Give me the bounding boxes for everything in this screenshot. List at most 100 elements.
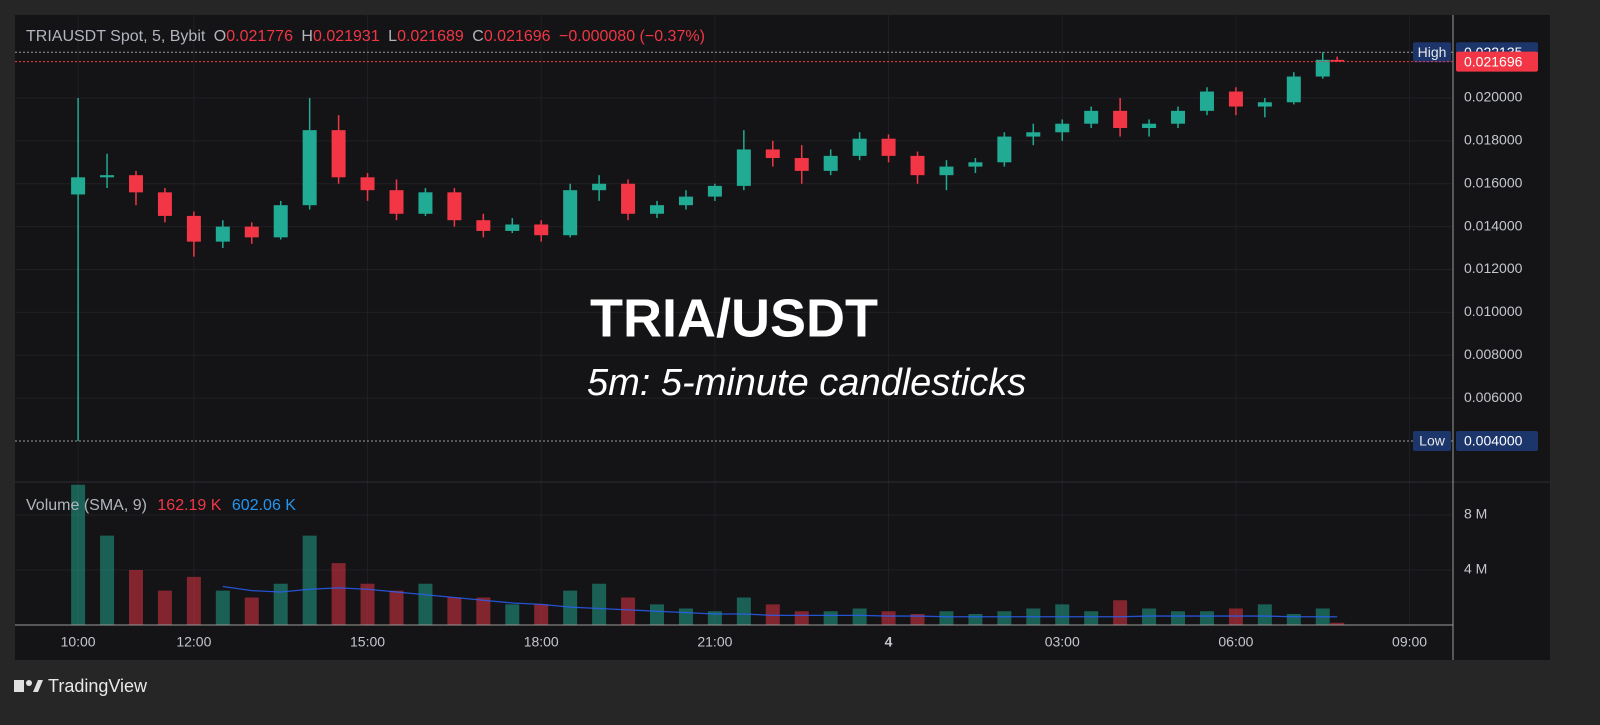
y-tick-label: 0.016000 xyxy=(1464,174,1523,190)
price-label: 0.021696 xyxy=(1464,53,1523,69)
y-tick-label: 0.020000 xyxy=(1464,89,1523,105)
volume-name: Volume (SMA, 9) xyxy=(26,497,147,514)
candle-body xyxy=(418,192,433,214)
candle-body xyxy=(592,183,607,191)
candle-body xyxy=(302,130,317,206)
x-tick-label: 21:00 xyxy=(697,634,732,650)
candle-body xyxy=(1171,110,1186,124)
volume-bar xyxy=(707,611,722,625)
volume-bar xyxy=(1171,611,1186,625)
symbol-legend: TRIAUSDT Spot, 5, Bybit O0.021776 H0.021… xyxy=(26,28,705,45)
marker-name: High xyxy=(1418,44,1447,60)
brand[interactable]: TradingView xyxy=(48,676,148,696)
volume-bar xyxy=(244,597,259,625)
close-value: 0.021696 xyxy=(484,28,551,45)
candle-body xyxy=(273,205,288,238)
symbol: TRIAUSDT Spot, 5, Bybit xyxy=(26,28,206,45)
volume-bar xyxy=(1142,608,1157,625)
volume-bar xyxy=(852,608,867,625)
volume-bar xyxy=(910,614,925,625)
candle-body xyxy=(1330,59,1345,62)
candle-body xyxy=(1257,102,1272,107)
candle-body xyxy=(736,149,751,186)
volume-bar xyxy=(447,597,462,625)
price-label: 0.004000 xyxy=(1464,433,1523,449)
marker-name-box xyxy=(1413,431,1451,452)
volume-bar xyxy=(1084,611,1099,625)
volume-bar xyxy=(736,597,751,625)
volume-last: 162.19 K xyxy=(157,497,221,514)
open-value: 0.021776 xyxy=(226,28,293,45)
volume-bar xyxy=(331,563,346,625)
candle-body xyxy=(1055,123,1070,133)
volume-bar xyxy=(534,604,549,625)
volume-bar xyxy=(128,570,143,625)
candle-body xyxy=(1199,91,1214,111)
y-tick-label: 0.018000 xyxy=(1464,132,1523,148)
volume-bar xyxy=(1257,604,1272,625)
candle-body xyxy=(707,185,722,197)
logo-mark xyxy=(33,680,43,692)
volume-bar xyxy=(302,535,317,625)
low-value: 0.021689 xyxy=(397,28,464,45)
candle-body xyxy=(215,226,230,242)
candle-body xyxy=(244,226,259,238)
volume-bar xyxy=(1330,622,1345,625)
price-label-box xyxy=(1456,51,1538,72)
candle-body xyxy=(1026,132,1041,137)
candle-body xyxy=(765,149,780,159)
logo-mark xyxy=(26,680,32,686)
change: −0.000080 (−0.37%) xyxy=(559,28,705,45)
candle-body xyxy=(1315,59,1330,77)
candle-body xyxy=(505,224,520,231)
volume-bar xyxy=(476,597,491,625)
candle-body xyxy=(128,175,143,193)
volume-bar xyxy=(100,535,115,625)
candle-body xyxy=(186,215,201,242)
volume-bar xyxy=(592,583,607,625)
x-tick-label: 18:00 xyxy=(524,634,559,650)
candle-body xyxy=(100,175,115,178)
volume-bar xyxy=(71,484,86,625)
x-tick-label: 09:00 xyxy=(1392,634,1427,650)
candle-body xyxy=(1084,110,1099,124)
l-label: L xyxy=(388,28,397,45)
o-label: O xyxy=(214,28,226,45)
volume-bar xyxy=(621,597,636,625)
x-tick-label: 15:00 xyxy=(350,634,385,650)
y-tick-label: 0.012000 xyxy=(1464,260,1523,276)
y-tick-label: 0.010000 xyxy=(1464,303,1523,319)
x-tick-label: 06:00 xyxy=(1218,634,1253,650)
volume-tick-label: 8 M xyxy=(1464,506,1487,522)
candle-body xyxy=(534,224,549,236)
candle-body xyxy=(1286,76,1301,103)
volume-bar xyxy=(563,590,578,625)
y-tick-label: 0.008000 xyxy=(1464,346,1523,362)
candle-body xyxy=(823,155,838,171)
candle-body xyxy=(447,192,462,221)
candle-body xyxy=(331,130,346,178)
volume-bar xyxy=(968,614,983,625)
overlay-title: TRIA/USDT xyxy=(590,288,878,348)
candle-body xyxy=(157,192,172,216)
volume-tick-label: 4 M xyxy=(1464,561,1487,577)
logo-mark xyxy=(14,680,24,692)
candle-body xyxy=(794,158,809,171)
volume-bar xyxy=(881,611,896,625)
sma-line xyxy=(222,585,1338,618)
volume-bar xyxy=(1286,614,1301,625)
c-label: C xyxy=(472,28,484,45)
candle-body xyxy=(71,177,86,195)
marker-name: Low xyxy=(1419,433,1446,449)
high-value: 0.021931 xyxy=(313,28,380,45)
volume-bar xyxy=(215,590,230,625)
candle-body xyxy=(650,205,665,214)
candle-body xyxy=(968,162,983,167)
candle-body xyxy=(476,220,491,231)
volume-bar xyxy=(1055,604,1070,625)
volume-bar xyxy=(1228,608,1243,625)
plot xyxy=(71,52,1345,625)
volume-bar xyxy=(389,590,404,625)
overlay-subtitle: 5m: 5-minute candlesticks xyxy=(587,362,1026,404)
